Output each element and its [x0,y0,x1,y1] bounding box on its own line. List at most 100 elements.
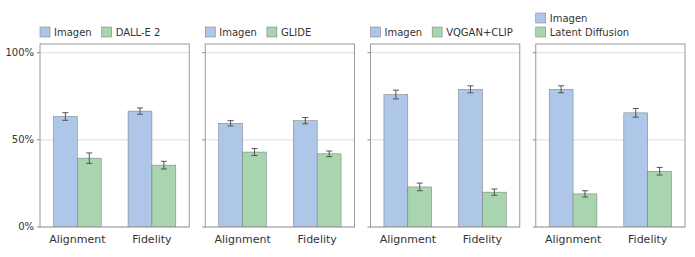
error-cap [393,90,399,91]
legend-label: DALL-E 2 [116,27,161,38]
error-cap [393,98,399,99]
error-line [65,113,66,121]
error-cap [62,112,68,113]
legend-swatch [40,27,50,37]
error-bar [62,113,68,121]
grid-line [40,52,189,53]
legend: Imagen Latent Diffusion [536,13,629,38]
error-cap [558,92,564,93]
panel: AlignmentFidelity [368,44,520,246]
error-bar [467,86,473,93]
error-cap [228,125,234,126]
legend-item: DALL-E 2 [102,27,161,38]
x-tick-label: Fidelity [132,233,172,246]
legend-label: VQGAN+CLIP [446,27,513,38]
legend-label: Imagen [54,27,92,38]
legend: Imagen DALL-E 2 [40,27,160,38]
bar [243,152,267,227]
x-tick-label: Alignment [49,233,106,246]
error-line [329,151,330,157]
grid-line [536,52,685,53]
legend-label: Imagen [385,27,423,38]
bar [53,117,77,227]
error-cap [417,190,423,191]
error-cap [582,197,588,198]
error-cap [491,189,497,190]
legend-swatch [267,27,277,37]
y-tick-label: 100% [5,47,34,58]
error-line [230,121,231,126]
error-bar [137,108,143,114]
error-cap [326,151,332,152]
legend-item: Imagen [40,27,92,38]
bar [648,171,672,227]
x-tick-label: Fidelity [628,233,668,246]
legend: Imagen VQGAN+CLIP [371,27,513,38]
bar [549,89,573,227]
error-bar [302,118,308,124]
x-tick-label: Fidelity [463,233,503,246]
error-cap [657,175,663,176]
error-cap [467,85,473,86]
bar [482,192,506,227]
marks [549,86,671,227]
error-line [254,149,255,156]
error-cap [252,155,258,156]
legend-label: Imagen [219,27,257,38]
error-line [305,118,306,124]
error-bar [252,149,258,156]
error-bar [161,161,167,169]
panel: AlignmentFidelity [533,44,685,246]
legend-label: Latent Diffusion [550,27,629,38]
error-cap [558,85,564,86]
error-cap [582,190,588,191]
legend-item: Imagen [371,27,423,38]
error-cap [633,117,639,118]
error-cap [467,92,473,93]
legend-item: Imagen [536,13,588,24]
error-cap [137,107,143,108]
x-tick-label: Fidelity [298,233,338,246]
error-cap [62,120,68,121]
frame [40,44,189,227]
error-line [89,153,90,163]
legend-item: GLIDE [267,27,311,38]
error-line [395,90,396,99]
error-line [561,86,562,93]
error-bar [657,167,663,175]
error-bar [582,191,588,197]
grid-line [205,52,354,53]
bar [459,89,483,227]
error-line [419,183,420,191]
legend-item: VQGAN+CLIP [432,27,513,38]
error-bar [228,121,234,126]
bar [293,121,317,227]
legend-swatch [102,27,112,37]
error-cap [252,148,258,149]
marks [384,86,506,227]
x-tick-label: Alignment [214,233,271,246]
legend: Imagen GLIDE [205,27,311,38]
error-cap [137,114,143,115]
error-line [139,108,140,114]
error-cap [302,117,308,118]
error-bar [558,86,564,93]
error-bar [393,90,399,99]
error-cap [302,123,308,124]
bar [77,158,101,227]
legend-item: Imagen [205,27,257,38]
legend-swatch [536,13,546,23]
error-bar [633,108,639,117]
error-cap [417,183,423,184]
error-line [470,86,471,93]
legend-swatch [371,27,381,37]
error-cap [491,195,497,196]
error-cap [161,168,167,169]
bar [152,165,176,227]
panel: Alignment Fidelity [202,44,354,246]
error-line [585,191,586,197]
bar [384,95,408,227]
chart: 0%50%100%AlignmentFidelityImagenDALL-E 2… [0,0,695,257]
marks [53,108,175,227]
error-cap [86,163,92,164]
